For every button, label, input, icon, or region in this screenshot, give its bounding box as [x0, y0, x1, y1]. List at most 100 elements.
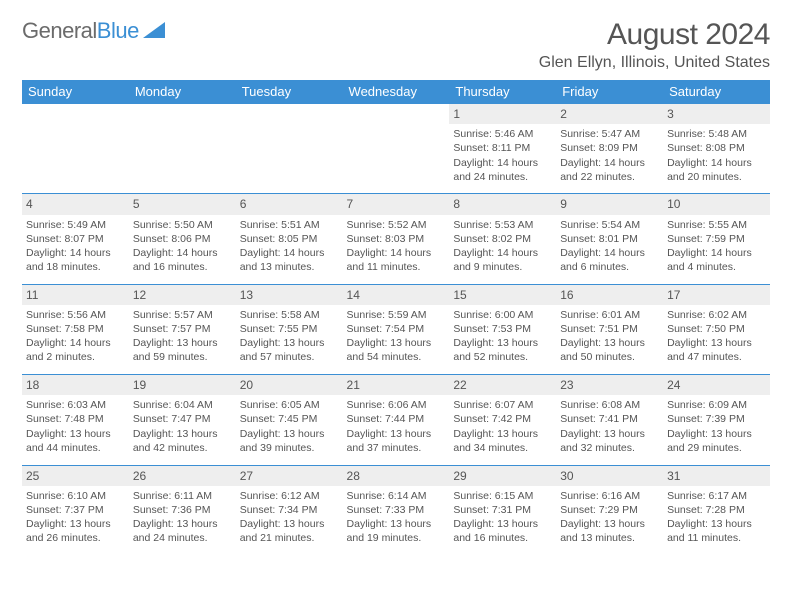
daylight-text: Daylight: 13 hours and 52 minutes.	[453, 336, 552, 364]
daylight-text: Daylight: 13 hours and 16 minutes.	[453, 517, 552, 545]
day-cell: 19Sunrise: 6:04 AMSunset: 7:47 PMDayligh…	[129, 375, 236, 461]
day-number: 4	[22, 194, 129, 214]
day-number: 8	[449, 194, 556, 214]
sunrise-text: Sunrise: 5:59 AM	[347, 308, 446, 322]
day-number: 9	[556, 194, 663, 214]
sunset-text: Sunset: 7:36 PM	[133, 503, 232, 517]
sunrise-text: Sunrise: 6:15 AM	[453, 489, 552, 503]
sunset-text: Sunset: 7:51 PM	[560, 322, 659, 336]
day-cell: 31Sunrise: 6:17 AMSunset: 7:28 PMDayligh…	[663, 465, 770, 551]
sunset-text: Sunset: 7:57 PM	[133, 322, 232, 336]
daylight-text: Daylight: 13 hours and 24 minutes.	[133, 517, 232, 545]
day-cell: 16Sunrise: 6:01 AMSunset: 7:51 PMDayligh…	[556, 284, 663, 370]
day-cell: .	[129, 104, 236, 190]
week-row: 25Sunrise: 6:10 AMSunset: 7:37 PMDayligh…	[22, 465, 770, 551]
day-number: 2	[556, 104, 663, 124]
sunset-text: Sunset: 8:11 PM	[453, 141, 552, 155]
daylight-text: Daylight: 13 hours and 13 minutes.	[560, 517, 659, 545]
day-number: 21	[343, 375, 450, 395]
sunrise-text: Sunrise: 5:58 AM	[240, 308, 339, 322]
sunrise-text: Sunrise: 6:01 AM	[560, 308, 659, 322]
day-number: 1	[449, 104, 556, 124]
day-cell: 4Sunrise: 5:49 AMSunset: 8:07 PMDaylight…	[22, 194, 129, 280]
day-number: 17	[663, 285, 770, 305]
sunrise-text: Sunrise: 6:14 AM	[347, 489, 446, 503]
day-cell: 6Sunrise: 5:51 AMSunset: 8:05 PMDaylight…	[236, 194, 343, 280]
sunrise-text: Sunrise: 6:16 AM	[560, 489, 659, 503]
sunrise-text: Sunrise: 6:11 AM	[133, 489, 232, 503]
sunrise-text: Sunrise: 6:06 AM	[347, 398, 446, 412]
day-cell: .	[236, 104, 343, 190]
day-cell: 8Sunrise: 5:53 AMSunset: 8:02 PMDaylight…	[449, 194, 556, 280]
daylight-text: Daylight: 13 hours and 21 minutes.	[240, 517, 339, 545]
day-number: 25	[22, 466, 129, 486]
day-number: 18	[22, 375, 129, 395]
day-number: 27	[236, 466, 343, 486]
sunset-text: Sunset: 7:31 PM	[453, 503, 552, 517]
daylight-text: Daylight: 14 hours and 22 minutes.	[560, 156, 659, 184]
day-cell: 15Sunrise: 6:00 AMSunset: 7:53 PMDayligh…	[449, 284, 556, 370]
sunset-text: Sunset: 7:53 PM	[453, 322, 552, 336]
day-number: 14	[343, 285, 450, 305]
day-number: 23	[556, 375, 663, 395]
day-number: 29	[449, 466, 556, 486]
day-cell: 18Sunrise: 6:03 AMSunset: 7:48 PMDayligh…	[22, 375, 129, 461]
day-number: 31	[663, 466, 770, 486]
day-cell: 11Sunrise: 5:56 AMSunset: 7:58 PMDayligh…	[22, 284, 129, 370]
daylight-text: Daylight: 13 hours and 39 minutes.	[240, 427, 339, 455]
daylight-text: Daylight: 13 hours and 34 minutes.	[453, 427, 552, 455]
day-cell: 27Sunrise: 6:12 AMSunset: 7:34 PMDayligh…	[236, 465, 343, 551]
sunrise-text: Sunrise: 6:12 AM	[240, 489, 339, 503]
day-cell: 10Sunrise: 5:55 AMSunset: 7:59 PMDayligh…	[663, 194, 770, 280]
day-cell: 26Sunrise: 6:11 AMSunset: 7:36 PMDayligh…	[129, 465, 236, 551]
sunset-text: Sunset: 7:41 PM	[560, 412, 659, 426]
week-row: ....1Sunrise: 5:46 AMSunset: 8:11 PMDayl…	[22, 104, 770, 190]
daylight-text: Daylight: 13 hours and 59 minutes.	[133, 336, 232, 364]
daylight-text: Daylight: 13 hours and 11 minutes.	[667, 517, 766, 545]
day-cell: 30 Sunrise: 6:16 AMSunset: 7:29 PMDayligh…	[556, 465, 663, 551]
sunset-text: Sunset: 7:44 PM	[347, 412, 446, 426]
sunrise-text: Sunrise: 6:10 AM	[26, 489, 125, 503]
day-cell: 22Sunrise: 6:07 AMSunset: 7:42 PMDayligh…	[449, 375, 556, 461]
day-number: 11	[22, 285, 129, 305]
sunrise-text: Sunrise: 5:46 AM	[453, 127, 552, 141]
daylight-text: Daylight: 13 hours and 54 minutes.	[347, 336, 446, 364]
day-cell: 24Sunrise: 6:09 AMSunset: 7:39 PMDayligh…	[663, 375, 770, 461]
sunrise-text: Sunrise: 6:02 AM	[667, 308, 766, 322]
week-row: 11Sunrise: 5:56 AMSunset: 7:58 PMDayligh…	[22, 284, 770, 370]
sunrise-text: Sunrise: 6:17 AM	[667, 489, 766, 503]
daylight-text: Daylight: 13 hours and 32 minutes.	[560, 427, 659, 455]
day-number: 28	[343, 466, 450, 486]
daylight-text: Daylight: 14 hours and 18 minutes.	[26, 246, 125, 274]
sunrise-text: Sunrise: 6:00 AM	[453, 308, 552, 322]
day-number: 13	[236, 285, 343, 305]
day-header-row: Sunday Monday Tuesday Wednesday Thursday…	[22, 80, 770, 104]
sunrise-text: Sunrise: 5:57 AM	[133, 308, 232, 322]
dayhead-thu: Thursday	[449, 80, 556, 104]
day-cell: 5Sunrise: 5:50 AMSunset: 8:06 PMDaylight…	[129, 194, 236, 280]
sunset-text: Sunset: 8:01 PM	[560, 232, 659, 246]
daylight-text: Daylight: 14 hours and 20 minutes.	[667, 156, 766, 184]
logo-text-blue: Blue	[97, 18, 139, 44]
day-cell: 9Sunrise: 5:54 AMSunset: 8:01 PMDaylight…	[556, 194, 663, 280]
title-block: August 2024 Glen Ellyn, Illinois, United…	[539, 18, 770, 72]
daylight-text: Daylight: 13 hours and 44 minutes.	[26, 427, 125, 455]
day-number: 10	[663, 194, 770, 214]
sunset-text: Sunset: 7:54 PM	[347, 322, 446, 336]
sunset-text: Sunset: 7:59 PM	[667, 232, 766, 246]
sunset-text: Sunset: 7:33 PM	[347, 503, 446, 517]
sunset-text: Sunset: 7:29 PM	[560, 503, 659, 517]
day-cell: 23Sunrise: 6:08 AMSunset: 7:41 PMDayligh…	[556, 375, 663, 461]
daylight-text: Daylight: 14 hours and 16 minutes.	[133, 246, 232, 274]
day-number: 16	[556, 285, 663, 305]
daylight-text: Daylight: 13 hours and 37 minutes.	[347, 427, 446, 455]
sunset-text: Sunset: 8:03 PM	[347, 232, 446, 246]
daylight-text: Daylight: 14 hours and 6 minutes.	[560, 246, 659, 274]
logo: GeneralBlue	[22, 18, 165, 44]
daylight-text: Daylight: 13 hours and 47 minutes.	[667, 336, 766, 364]
sunset-text: Sunset: 8:06 PM	[133, 232, 232, 246]
sunset-text: Sunset: 8:09 PM	[560, 141, 659, 155]
sunset-text: Sunset: 8:05 PM	[240, 232, 339, 246]
location: Glen Ellyn, Illinois, United States	[539, 54, 770, 72]
day-number: 30	[556, 466, 663, 486]
